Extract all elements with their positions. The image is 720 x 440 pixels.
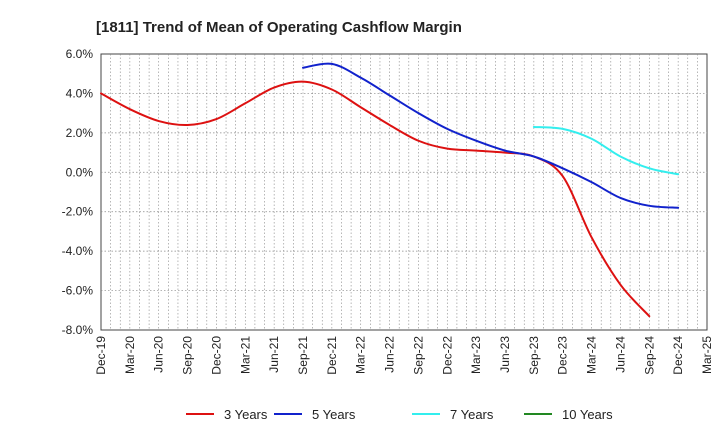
legend-label-3-years: 3 Years	[224, 407, 268, 422]
x-tick-label: Mar-21	[238, 336, 252, 374]
y-tick-label: 0.0%	[66, 165, 94, 179]
legend-label-10-years: 10 Years	[562, 407, 613, 422]
x-tick-label: Jun-24	[613, 336, 627, 373]
x-tick-label: Sep-24	[642, 336, 656, 375]
x-tick-label: Dec-22	[440, 336, 454, 375]
y-tick-label: 2.0%	[66, 126, 94, 140]
y-tick-label: -8.0%	[62, 323, 94, 337]
x-tick-label: Sep-20	[181, 336, 195, 375]
legend-label-7-years: 7 Years	[450, 407, 494, 422]
x-tick-label: Dec-23	[556, 336, 570, 375]
x-tick-label: Dec-21	[325, 336, 339, 375]
plot-area	[100, 53, 708, 331]
grid	[101, 54, 707, 330]
x-tick-label: Mar-20	[123, 336, 137, 374]
legend-label-5-years: 5 Years	[312, 407, 356, 422]
series-line-5-years	[302, 62, 680, 209]
series-line-3-years	[100, 80, 651, 318]
x-tick-label: Dec-24	[671, 336, 685, 375]
x-tick-label: Sep-21	[296, 336, 310, 375]
y-tick-label: 6.0%	[66, 47, 94, 61]
x-tick-label: Mar-25	[700, 336, 714, 374]
series-lines	[100, 62, 680, 318]
x-tick-label: Sep-23	[527, 336, 541, 375]
x-tick-label: Dec-20	[209, 336, 223, 375]
y-tick-label: -4.0%	[62, 244, 94, 258]
x-tick-label: Mar-23	[469, 336, 483, 374]
x-tick-label: Mar-22	[354, 336, 368, 374]
x-tick-label: Sep-22	[411, 336, 425, 375]
y-tick-label: -6.0%	[62, 284, 94, 298]
series-line-7-years	[532, 125, 680, 176]
y-tick-label: 4.0%	[66, 86, 94, 100]
x-tick-label: Jun-20	[152, 336, 166, 373]
x-tick-label: Dec-19	[94, 336, 108, 375]
x-tick-label: Jun-23	[498, 336, 512, 373]
chart-title: [1811] Trend of Mean of Operating Cashfl…	[96, 19, 462, 36]
x-tick-label: Jun-21	[267, 336, 281, 373]
x-tick-label: Mar-24	[585, 336, 599, 374]
x-axis-ticks: Dec-19 Mar-20 Jun-20 Sep-20 Dec-20 Mar-21 Jun-…	[94, 336, 714, 375]
x-tick-label: Jun-22	[383, 336, 397, 373]
y-tick-label: -2.0%	[62, 205, 94, 219]
y-axis-ticks: 6.0% 4.0% 2.0% 0.0% -2.0% -4.0% -6.0% -8.0%	[62, 47, 94, 337]
legend: 3 Years 5 Years 7 Years 10 Years	[186, 407, 613, 422]
